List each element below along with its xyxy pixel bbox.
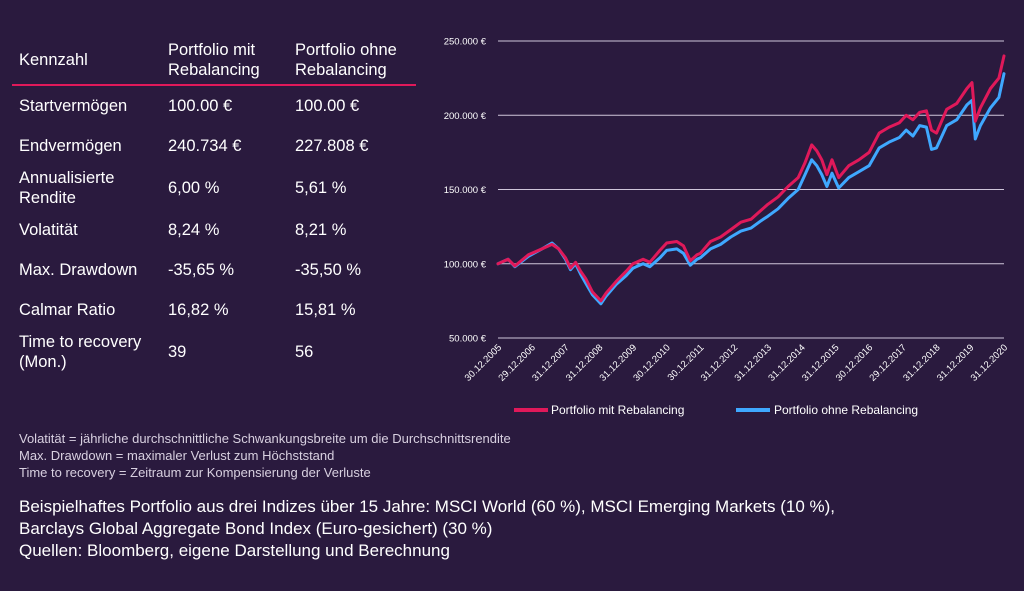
footer-sources: Quellen: Bloomberg, eigene Darstellung u… [19, 541, 450, 560]
y-tick-label: 150.000 € [444, 185, 487, 196]
chart-svg: 50.000 € 100.000 € 150.000 € 200.000 € 250.0… [444, 37, 1010, 418]
value-ohne-rebalancing: 15,81 % [295, 301, 356, 319]
line-chart: 50.000 € 100.000 € 150.000 € 200.000 € 250.0… [426, 24, 1016, 435]
y-tick-label: 50.000 € [449, 334, 487, 345]
row-label: Max. Drawdown [19, 261, 138, 279]
source-footer: Beispielhaftes Portfolio aus drei Indize… [19, 496, 835, 562]
row-label: Endvermögen [19, 137, 122, 155]
definitions-notes: Volatität = jährliche durchschnittliche … [19, 430, 511, 481]
x-tick-label: 31.12.2020 [969, 342, 1010, 383]
value-mit-rebalancing: 240.734 € [168, 137, 242, 155]
series-line-ohne-rebalancing [496, 72, 1006, 306]
header-kennzahl: Kennzahl [19, 51, 88, 69]
value-ohne-rebalancing: 56 [295, 343, 314, 361]
value-mit-rebalancing: 39 [168, 343, 187, 361]
series-line-mit-rebalancing [496, 54, 1006, 303]
legend-label: Portfolio ohne Rebalancing [774, 403, 918, 417]
value-ohne-rebalancing: 8,21 % [295, 221, 347, 239]
table-row: Startvermögen 100.00 € 100.00 € [12, 86, 416, 126]
table-row: Time to recovery (Mon.) 39 56 [12, 330, 416, 374]
y-tick-label: 250.000 € [444, 37, 487, 48]
table-row: Calmar Ratio 16,82 % 15,81 % [12, 290, 416, 330]
table-row: Endvermögen 240.734 € 227.808 € [12, 126, 416, 166]
value-mit-rebalancing: 100.00 € [168, 97, 233, 115]
value-mit-rebalancing: 6,00 % [168, 179, 220, 197]
value-ohne-rebalancing: 227.808 € [295, 137, 369, 155]
row-label: Volatität [19, 221, 78, 239]
legend-label: Portfolio mit Rebalancing [551, 403, 684, 417]
table-row: Volatität 8,24 % 8,21 % [12, 210, 416, 250]
y-tick-label: 200.000 € [444, 111, 487, 122]
row-label: Annualisierte Rendite [19, 169, 115, 207]
value-mit-rebalancing: 8,24 % [168, 221, 220, 239]
note-volatility: Volatität = jährliche durchschnittliche … [19, 431, 511, 446]
y-tick-label: 100.000 € [444, 259, 487, 270]
table-row: Annualisierte Rendite 6,00 % 5,61 % [12, 166, 416, 210]
table-row: Max. Drawdown -35,65 % -35,50 % [12, 250, 416, 290]
header-portfolio-ohne-rebalancing: Portfolio ohne Rebalancing [295, 41, 397, 79]
value-ohne-rebalancing: 100.00 € [295, 97, 360, 115]
footer-portfolio-description-cont: Barclays Global Aggregate Bond Index (Eu… [19, 519, 493, 538]
note-max-drawdown: Max. Drawdown = maximaler Verlust zum Hö… [19, 448, 335, 463]
note-time-to-recovery: Time to recovery = Zeitraum zur Kompensi… [19, 465, 371, 480]
kpi-table: Kennzahl Portfolio mit Rebalancing Portf… [12, 36, 416, 374]
header-portfolio-mit-rebalancing: Portfolio mit Rebalancing [168, 41, 260, 79]
value-mit-rebalancing: 16,82 % [168, 301, 229, 319]
value-mit-rebalancing: -35,65 % [168, 261, 235, 279]
row-label: Startvermögen [19, 97, 128, 115]
value-ohne-rebalancing: 5,61 % [295, 179, 347, 197]
value-ohne-rebalancing: -35,50 % [295, 261, 362, 279]
table-header-row: Kennzahl Portfolio mit Rebalancing Portf… [12, 36, 416, 86]
footer-portfolio-description: Beispielhaftes Portfolio aus drei Indize… [19, 497, 836, 516]
row-label: Calmar Ratio [19, 301, 116, 319]
row-label: Time to recovery (Mon.) [19, 333, 142, 371]
